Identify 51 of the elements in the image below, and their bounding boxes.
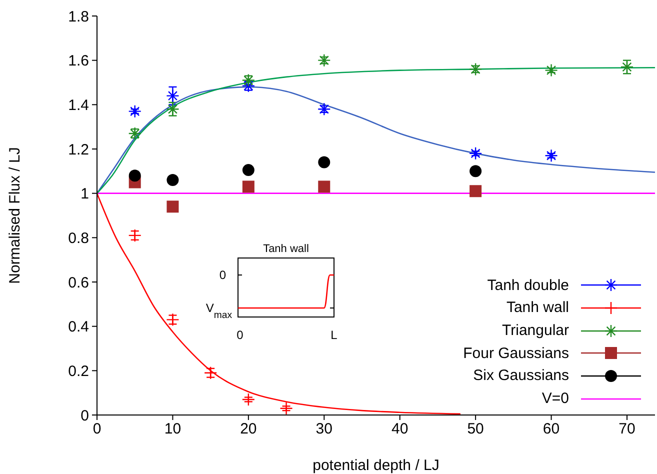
point (242, 164, 254, 176)
legend-label: Tanh double (487, 276, 569, 294)
y-tick-label: 0 (80, 407, 89, 424)
point (128, 104, 142, 118)
point (468, 146, 482, 160)
point (128, 170, 141, 182)
x-tick-label: 20 (240, 420, 257, 438)
annotation: Tanh wall (263, 243, 309, 255)
point (544, 64, 558, 77)
annotation: L (330, 328, 338, 342)
legend-label: Six Gaussians (473, 367, 569, 384)
y-tick-label: 0.4 (68, 318, 89, 336)
y-axis-title: Normalised Flux / LJ (6, 147, 24, 284)
y-tick-label: 0.8 (68, 230, 89, 247)
x-tick-label: 0 (92, 420, 102, 438)
point (166, 200, 179, 213)
point (318, 102, 331, 116)
point (470, 185, 482, 198)
x-axis-title: potential depth / LJ (312, 457, 440, 474)
point (470, 165, 482, 178)
point (242, 392, 256, 406)
x-tick-label: 50 (467, 420, 484, 438)
x-tick-label: 10 (164, 420, 182, 438)
annotation: V$_{max}$ (206, 301, 232, 320)
point (242, 180, 254, 193)
point (544, 149, 558, 162)
annotation: 0 (236, 328, 244, 342)
legend-label: Four Gaussians (463, 344, 569, 362)
point (318, 156, 330, 168)
y-tick-label: 1 (80, 186, 89, 203)
legend-label: V=0 (542, 390, 569, 408)
x-tick-label: 70 (618, 420, 636, 438)
x-tick-label: 60 (542, 420, 560, 438)
x-tick-label: 40 (392, 420, 408, 438)
point (166, 102, 180, 116)
y-tick-label: 1.6 (68, 52, 89, 70)
x-tick-label: 30 (316, 420, 332, 438)
annotation: 0 (219, 268, 226, 282)
y-tick-label: 1.4 (68, 96, 89, 114)
y-tick-label: 1.8 (68, 8, 89, 26)
y-tick-label: 1.2 (68, 141, 89, 158)
legend-label: Tanh wall (506, 299, 569, 316)
point (166, 174, 179, 186)
point (318, 180, 330, 193)
y-tick-label: 0.6 (68, 274, 89, 292)
legend-label: Triangular (502, 322, 569, 340)
line-series (97, 192, 462, 415)
point (280, 402, 293, 415)
point (468, 62, 482, 76)
point (318, 54, 331, 67)
y-tick-label: 0.2 (68, 362, 89, 380)
